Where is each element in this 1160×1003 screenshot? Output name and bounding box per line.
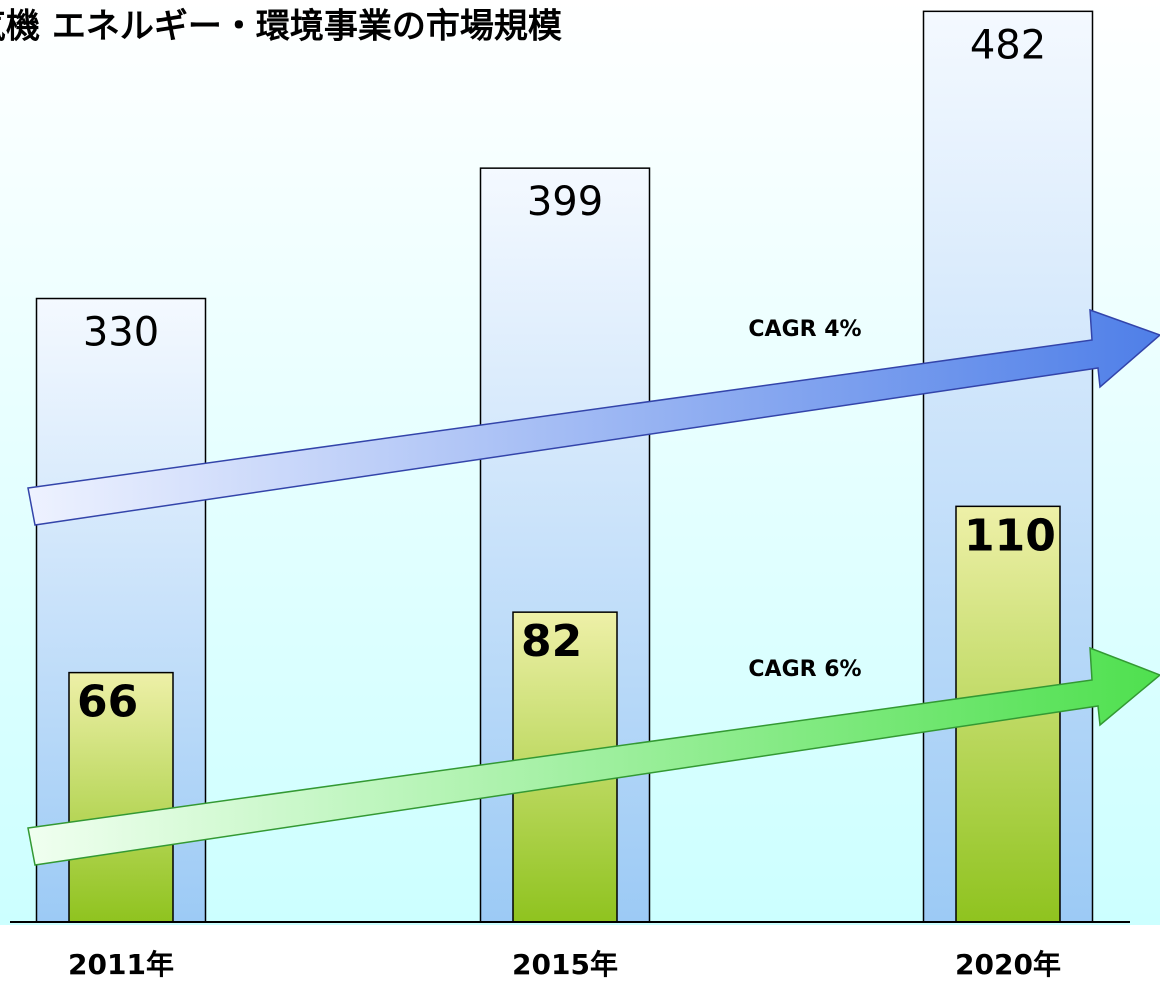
value-label: 110 (964, 510, 1056, 561)
chart-title: 気機 エネルギー・環境事業の市場規模 (0, 7, 562, 47)
trend-arrow (27, 646, 1160, 866)
x-tick-label: 2015年 (512, 948, 618, 981)
trend-arrow (27, 308, 1160, 526)
x-tick-label: 2011年 (68, 948, 174, 981)
value-label: 482 (970, 22, 1046, 68)
unit-label: ） (0, 141, 14, 171)
value-label: 82 (521, 616, 582, 667)
annotation: CAGR 4% (748, 317, 861, 342)
x-tick-label: 2020年 (955, 948, 1061, 981)
value-label: 66 (77, 677, 138, 728)
bar (68, 671, 174, 923)
annotation: CAGR 6% (748, 657, 861, 682)
value-label: 399 (527, 179, 603, 225)
value-label: 330 (83, 310, 159, 356)
